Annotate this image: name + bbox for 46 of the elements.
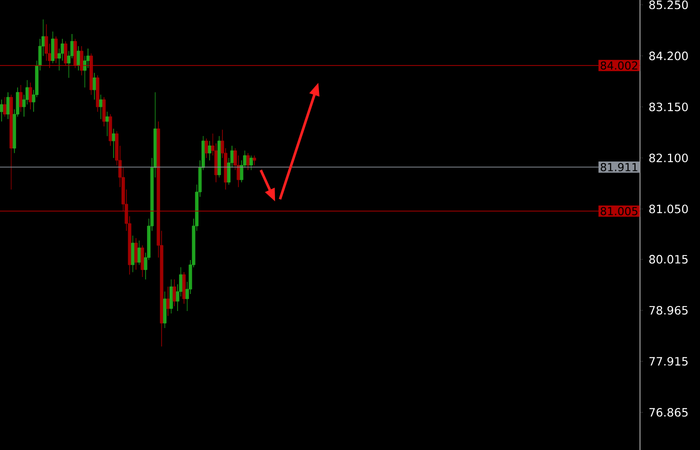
candlestick: [0, 99, 4, 122]
candlestick: [74, 38, 77, 68]
candlestick: [28, 82, 32, 110]
y-tick-label: 82.100: [649, 154, 688, 162]
y-tick-label: 78.965: [649, 306, 688, 315]
y-tick-label: 85.250: [649, 0, 688, 10]
candlestick: [96, 75, 100, 112]
candlestick: [246, 152, 250, 170]
candlestick: [6, 92, 10, 120]
candlestick: [140, 245, 144, 278]
ref-line-label: 84.002: [600, 61, 638, 70]
ref-line-label: 81.911: [600, 162, 638, 172]
candlestick: [250, 155, 253, 170]
candlestick: [3, 96, 6, 117]
y-tick-label: 81.050: [649, 204, 688, 214]
candlestick: [131, 235, 134, 272]
candlestick: [163, 291, 166, 328]
candlestick: [54, 36, 58, 64]
candlestick: [51, 31, 54, 64]
candlestick: [112, 128, 116, 158]
candlestick: [106, 112, 109, 136]
candlestick: [204, 138, 208, 158]
candlestick: [170, 279, 173, 314]
candlestick: [19, 84, 22, 112]
candlestick: [64, 41, 68, 66]
y-tick-label: 76.865: [649, 408, 688, 417]
y-tick-label: 77.915: [649, 356, 688, 366]
candlestick: [80, 46, 84, 76]
candlestick: [252, 155, 256, 166]
candlestick: [90, 53, 93, 96]
y-tick-label: 83.150: [649, 102, 688, 112]
candlestick: [102, 96, 106, 127]
candlestick: [138, 240, 141, 266]
ref-line-label: 81.005: [600, 207, 638, 216]
candlestick: [218, 136, 221, 178]
candlestick: [182, 272, 186, 304]
y-tick-label: 80.015: [649, 254, 688, 264]
candlestick: [108, 114, 112, 146]
candlestick: [10, 94, 13, 190]
candlestick: [134, 238, 138, 270]
candlestick: [92, 72, 96, 100]
candlestick: [166, 286, 170, 316]
candlestick: [76, 46, 80, 71]
y-tick-label: 84.200: [649, 52, 688, 60]
candlestick: [172, 279, 176, 306]
candlestick: [208, 140, 212, 161]
